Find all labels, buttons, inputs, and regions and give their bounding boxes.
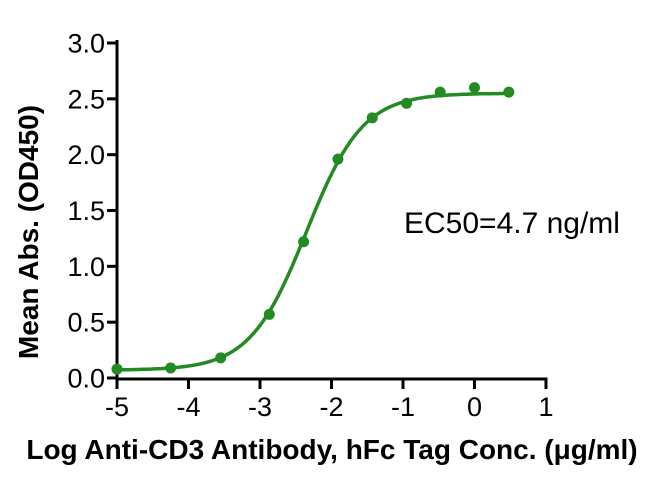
x-axis: -5 -4 -3 -2 -1 0 1 bbox=[105, 377, 554, 422]
y-tick-label: 3.0 bbox=[67, 28, 105, 58]
data-point bbox=[434, 86, 446, 98]
x-axis-title: Log Anti-CD3 Antibody, hFc Tag Conc. (μg… bbox=[26, 434, 637, 465]
ec50-annotation: EC50=4.7 ng/ml bbox=[404, 207, 620, 240]
data-point bbox=[469, 82, 480, 94]
x-axis-ticks bbox=[115, 380, 548, 389]
x-tick-label: -1 bbox=[391, 392, 415, 422]
x-tick-label: -3 bbox=[248, 392, 272, 422]
data-point bbox=[165, 362, 177, 374]
y-tick-label: 0.0 bbox=[67, 364, 105, 394]
x-tick-label: -4 bbox=[176, 392, 200, 422]
data-point bbox=[215, 352, 227, 364]
y-tick-label: 2.5 bbox=[67, 84, 105, 114]
y-tick-label: 2.0 bbox=[67, 140, 105, 170]
y-axis-ticks bbox=[107, 41, 116, 380]
y-tick-label: 0.5 bbox=[67, 308, 105, 338]
y-tick-label: 1.0 bbox=[67, 252, 105, 282]
y-axis: 0.0 0.5 1.0 1.5 2.0 2.5 3.0 bbox=[67, 28, 119, 394]
data-point bbox=[111, 363, 123, 375]
y-axis-title: Mean Abs. (OD450) bbox=[13, 105, 44, 359]
x-tick-label: 1 bbox=[538, 392, 553, 422]
x-tick-label: 0 bbox=[467, 392, 482, 422]
data-points bbox=[111, 82, 515, 375]
y-tick-label: 1.5 bbox=[67, 196, 105, 226]
data-point bbox=[401, 97, 413, 109]
y-axis-tick-labels: 0.0 0.5 1.0 1.5 2.0 2.5 3.0 bbox=[67, 28, 105, 393]
data-point bbox=[332, 153, 344, 165]
data-point bbox=[263, 308, 275, 320]
x-axis-tick-labels: -5 -4 -3 -2 -1 0 1 bbox=[105, 392, 554, 422]
data-point bbox=[298, 236, 310, 248]
data-point bbox=[503, 86, 515, 98]
x-tick-label: -2 bbox=[319, 392, 343, 422]
data-point bbox=[366, 112, 378, 124]
x-tick-label: -5 bbox=[105, 392, 129, 422]
